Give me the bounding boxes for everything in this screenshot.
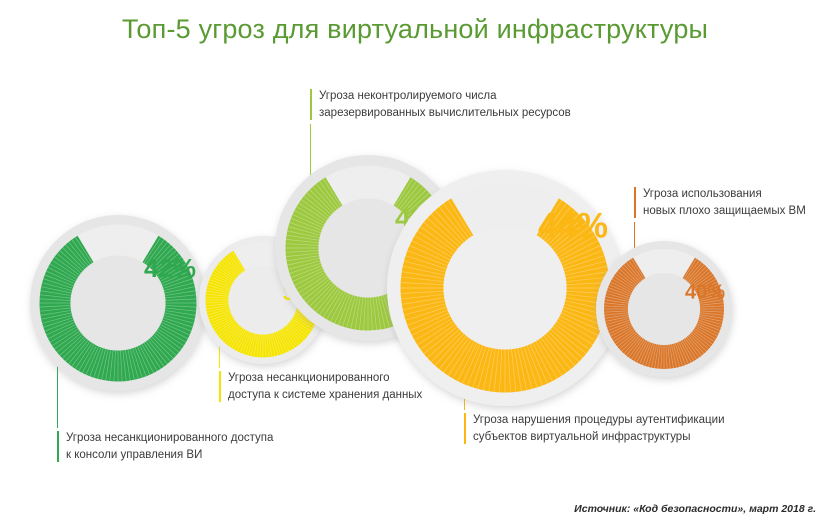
callout-accent-bar <box>219 371 221 403</box>
callout-accent-bar <box>464 413 466 445</box>
callout-reserved-resources: Угроза неконтролируемого числа зарезервир… <box>310 88 571 121</box>
donut-value-label: 44% <box>538 206 608 245</box>
callout-line: Угроза неконтролируемого числа <box>319 90 497 102</box>
donut-hole <box>228 265 298 335</box>
donut-console-access[interactable]: 42% <box>16 201 220 405</box>
donut-hole <box>70 255 166 351</box>
donut-authentication[interactable]: 44% <box>373 156 637 420</box>
callout-line: Угроза несанкционированного доступа <box>66 432 274 444</box>
callout-line: Угроза несанкционированного <box>228 372 390 384</box>
connector-line-console-access <box>57 340 58 428</box>
donut-value-label: 42% <box>144 253 196 283</box>
callout-line: новых плохо защищаемых ВМ <box>643 204 806 217</box>
callout-storage-access: Угроза несанкционированного доступа к сис… <box>219 370 422 403</box>
callout-line: доступа к системе хранения данных <box>228 388 423 401</box>
page-title: Топ-5 угроз для виртуальной инфраструкту… <box>121 14 709 44</box>
callout-console-access: Угроза несанкционированного доступа к кон… <box>57 430 273 463</box>
callout-line: Угроза нарушения процедуры аутентификаци… <box>473 414 725 426</box>
callout-authentication: Угроза нарушения процедуры аутентификаци… <box>464 412 725 445</box>
donut-new-vms[interactable]: 40% <box>582 227 746 391</box>
callout-accent-bar <box>310 89 312 121</box>
callout-line: зарезервированных вычислительных ресурсо… <box>319 106 571 119</box>
source-note: Источник: «Код безопасности», март 2018 … <box>574 503 816 515</box>
callout-line: Угроза использования <box>643 188 762 200</box>
connector-line-reserved-resources <box>310 124 311 180</box>
donut-hole <box>443 226 567 350</box>
callout-accent-bar <box>57 431 59 463</box>
callout-accent-bar <box>634 187 636 219</box>
callout-line: к консоли управления ВИ <box>66 448 203 461</box>
callout-new-vms: Угроза использования новых плохо защищаем… <box>634 186 806 219</box>
donut-value-label: 40% <box>685 281 725 303</box>
donut-hole <box>628 273 700 345</box>
callout-line: субъектов виртуальной инфраструктуры <box>473 430 691 443</box>
